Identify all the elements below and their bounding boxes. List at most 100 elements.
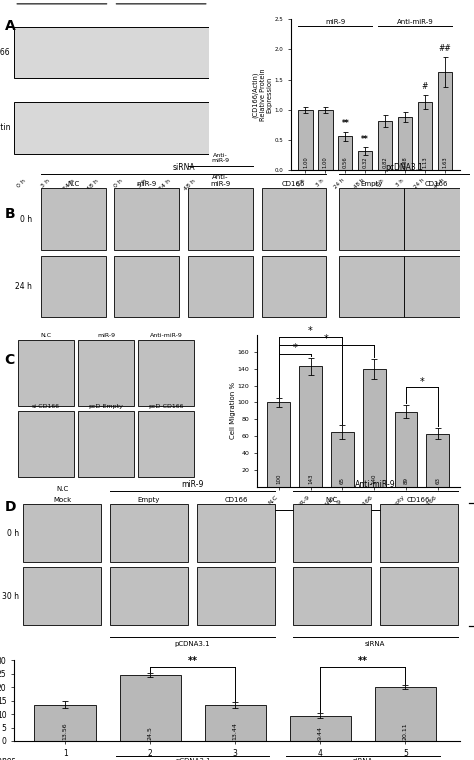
FancyBboxPatch shape: [14, 103, 209, 154]
Bar: [119, 675, 181, 741]
FancyBboxPatch shape: [114, 255, 179, 318]
Text: A: A: [5, 19, 16, 33]
FancyBboxPatch shape: [188, 188, 253, 250]
Text: si-CD166: si-CD166: [32, 404, 60, 410]
Text: 143: 143: [308, 473, 313, 484]
Text: Lanes: Lanes: [0, 755, 15, 760]
Bar: [338, 137, 353, 170]
Text: 0.88: 0.88: [402, 157, 408, 168]
Text: **: **: [341, 119, 349, 128]
Text: miR-9: miR-9: [97, 333, 115, 338]
Text: ##: ##: [438, 44, 451, 53]
Text: pCDNA3.1: pCDNA3.1: [175, 758, 210, 760]
Text: C: C: [5, 353, 15, 367]
Text: CD166: CD166: [224, 497, 247, 503]
FancyBboxPatch shape: [292, 504, 371, 562]
Text: miR-9: miR-9: [325, 19, 346, 25]
Text: 24 h: 24 h: [15, 282, 32, 291]
Text: *: *: [324, 334, 329, 344]
Text: miR-9: miR-9: [137, 181, 157, 187]
Bar: [290, 716, 351, 741]
Text: 30 h: 30 h: [2, 592, 18, 600]
Text: pcD-CD166: pcD-CD166: [148, 404, 184, 410]
FancyBboxPatch shape: [41, 188, 106, 250]
Text: Anti-
miR-9: Anti- miR-9: [210, 174, 230, 187]
Bar: [363, 369, 386, 486]
Bar: [205, 705, 266, 741]
Text: 24 h: 24 h: [158, 178, 172, 192]
Text: 65: 65: [340, 477, 345, 484]
Text: 1.63: 1.63: [442, 157, 447, 168]
Text: 13.44: 13.44: [233, 722, 238, 739]
Text: Mock: Mock: [53, 497, 71, 503]
Text: 48 h: 48 h: [183, 178, 196, 192]
Text: 0.56: 0.56: [343, 157, 348, 168]
Text: CD166: CD166: [425, 181, 448, 187]
Text: 0 h: 0 h: [7, 528, 18, 537]
FancyBboxPatch shape: [18, 411, 74, 477]
Text: Anti-
miR-9: Anti- miR-9: [211, 153, 229, 163]
Bar: [267, 403, 290, 486]
Text: Anti-miR-9: Anti-miR-9: [149, 333, 182, 338]
Text: N.C: N.C: [56, 486, 68, 492]
Text: siRNA: siRNA: [316, 515, 337, 521]
FancyBboxPatch shape: [339, 255, 404, 318]
FancyBboxPatch shape: [18, 340, 74, 407]
FancyBboxPatch shape: [197, 504, 275, 562]
Text: *: *: [292, 343, 297, 353]
Bar: [331, 432, 354, 486]
Bar: [358, 151, 373, 170]
Bar: [418, 102, 432, 170]
Text: 89: 89: [403, 477, 409, 484]
Text: N.C: N.C: [40, 333, 52, 338]
Bar: [438, 71, 452, 170]
FancyBboxPatch shape: [197, 567, 275, 625]
Bar: [375, 687, 436, 741]
Text: B: B: [5, 207, 15, 220]
Text: siRNA: siRNA: [353, 758, 373, 760]
Text: **: **: [361, 135, 369, 144]
FancyBboxPatch shape: [114, 188, 179, 250]
Bar: [394, 412, 418, 486]
Text: 0 h: 0 h: [20, 214, 32, 223]
Text: 0.82: 0.82: [383, 157, 388, 168]
Text: miR-9: miR-9: [181, 480, 204, 489]
FancyBboxPatch shape: [404, 188, 469, 250]
Text: #: #: [422, 82, 428, 91]
FancyBboxPatch shape: [110, 504, 188, 562]
Text: pCDNA3.1: pCDNA3.1: [174, 641, 210, 647]
Text: 3 h: 3 h: [137, 178, 148, 188]
Text: *: *: [308, 326, 313, 336]
Text: Anti-miR-9: Anti-miR-9: [141, 0, 182, 1]
Bar: [378, 121, 392, 170]
FancyBboxPatch shape: [78, 411, 134, 477]
FancyBboxPatch shape: [23, 504, 101, 562]
Text: 63: 63: [435, 477, 440, 484]
Text: 0 h: 0 h: [16, 178, 27, 188]
Text: 13.56: 13.56: [63, 722, 68, 739]
Bar: [298, 109, 313, 170]
Text: 1.00: 1.00: [323, 157, 328, 168]
Text: 9.44: 9.44: [318, 726, 323, 739]
Bar: [427, 434, 449, 486]
Text: Empty: Empty: [138, 497, 160, 503]
Text: Empty: Empty: [361, 181, 383, 187]
Text: CD166: CD166: [0, 48, 10, 57]
Text: D: D: [5, 500, 16, 514]
FancyBboxPatch shape: [262, 255, 326, 318]
Text: Anti-miR-9: Anti-miR-9: [355, 480, 395, 489]
Text: miR-9: miR-9: [51, 0, 73, 1]
Text: siRNA: siRNA: [365, 641, 385, 647]
FancyBboxPatch shape: [138, 340, 194, 407]
Text: 20.11: 20.11: [403, 722, 408, 739]
Text: *: *: [419, 376, 424, 387]
Text: pcD-Empty: pcD-Empty: [89, 404, 123, 410]
Text: 0.32: 0.32: [363, 157, 368, 168]
Y-axis label: (CD166/Actin)
Relative Protein
Expression: (CD166/Actin) Relative Protein Expressio…: [252, 68, 273, 121]
Text: 140: 140: [372, 473, 377, 484]
Text: 24 h: 24 h: [62, 178, 75, 192]
FancyBboxPatch shape: [339, 188, 404, 250]
Text: **: **: [358, 657, 368, 667]
Text: Anti-miR-9: Anti-miR-9: [397, 19, 433, 25]
Bar: [318, 109, 333, 170]
